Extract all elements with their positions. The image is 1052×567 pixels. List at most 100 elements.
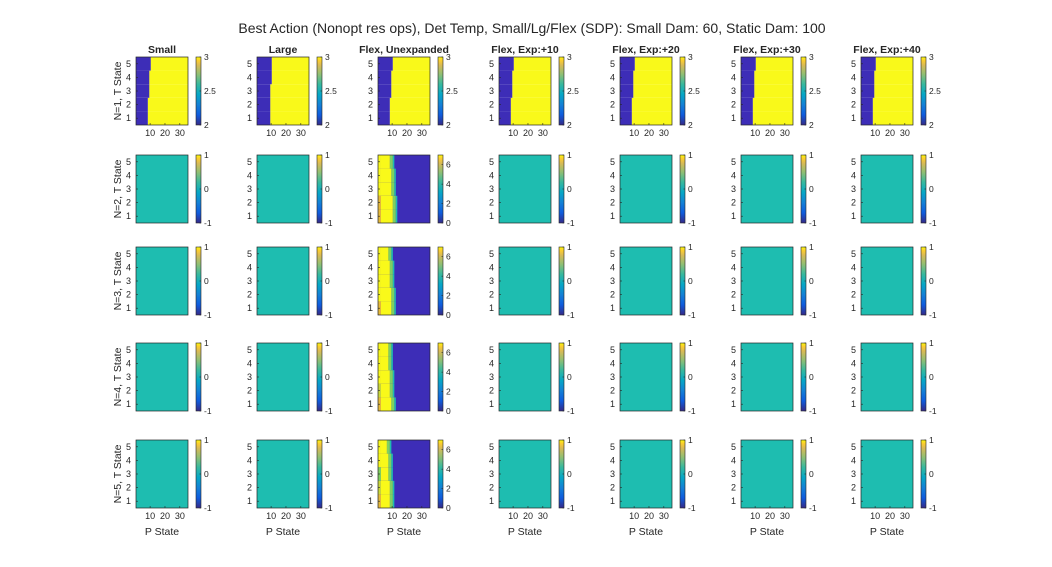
y-tick-label: 2	[851, 483, 856, 493]
y-tick-label: 2	[851, 198, 856, 208]
heatmap-cell-mid-high	[391, 168, 395, 183]
axes-frame	[135, 56, 189, 126]
y-tick-label: 4	[851, 455, 856, 465]
y-tick-label: 1	[247, 399, 252, 409]
heatmap-cell-zero	[741, 440, 793, 508]
column-title: Flex, Exp:+20	[612, 44, 680, 56]
row-label: N=2, T State	[112, 159, 124, 218]
colorbar-tick-label: 1	[929, 435, 934, 445]
colorbar-tick-label: 1	[929, 150, 934, 160]
colorbar-tick-label: 0	[809, 184, 814, 194]
colorbar-tick-label: 2	[446, 120, 451, 130]
heatmap-cell-low	[741, 57, 756, 71]
colorbar	[437, 439, 444, 509]
heatmap-cell-high	[380, 155, 390, 169]
y-tick-label: 4	[126, 262, 131, 272]
heatmap-cell-low	[861, 70, 875, 85]
y-tick-label: 3	[126, 372, 131, 382]
heatmap-cell-mid-high	[389, 155, 393, 169]
colorbar-tick-label: 2.5	[929, 86, 941, 96]
axes-frame	[135, 154, 189, 224]
heatmap-cell-zero	[741, 343, 793, 411]
colorbar-tick-label: 1	[204, 242, 209, 252]
y-tick-label: 1	[368, 303, 373, 313]
y-tick-label: 4	[489, 170, 494, 180]
x-tick-label: 20	[402, 128, 412, 138]
heatmap-cell-mid-high	[389, 494, 393, 508]
x-tick-label: 10	[870, 511, 880, 521]
heatmap-cell-zero	[136, 155, 188, 223]
heatmap-cell-high	[380, 274, 390, 288]
x-tick-label: 20	[885, 128, 895, 138]
y-tick-label: 5	[610, 249, 615, 259]
colorbar-tick-label: -1	[204, 406, 212, 416]
colorbar-tick-label: -1	[929, 218, 937, 228]
heatmap-cell-mid	[392, 155, 395, 169]
axes-frame	[860, 56, 914, 126]
y-tick-label: 5	[247, 442, 252, 452]
column-title: Flex, Unexpanded	[359, 44, 449, 56]
heatmap-cell-mid	[394, 168, 396, 183]
y-tick-label: 2	[489, 386, 494, 396]
y-tick-label: 3	[489, 372, 494, 382]
y-tick-label: 3	[368, 372, 373, 382]
heatmap-cell-zero	[620, 440, 672, 508]
heatmap-cell-mid	[394, 182, 396, 196]
y-tick-label: 1	[851, 211, 856, 221]
x-tick-label: 20	[402, 511, 412, 521]
colorbar-tick-label: 6	[446, 348, 451, 358]
heatmap-cell-high	[754, 70, 793, 85]
figure-title: Best Action (Nonopt res ops), Det Temp, …	[238, 20, 825, 36]
y-tick-label: 1	[731, 496, 736, 506]
colorbar-tick-label: 0	[204, 469, 209, 479]
y-tick-label: 5	[731, 345, 736, 355]
colorbar-tick-label: 1	[688, 242, 693, 252]
y-tick-label: 3	[851, 372, 856, 382]
y-tick-label: 3	[731, 276, 736, 286]
y-tick-label: 3	[489, 469, 494, 479]
heatmap-cell-zero	[257, 343, 309, 411]
y-tick-label: 2	[489, 198, 494, 208]
y-tick-label: 4	[247, 262, 252, 272]
axes-frame	[498, 154, 552, 224]
heatmap-cell-mid-high	[391, 301, 395, 315]
y-tick-label: 5	[126, 157, 131, 167]
y-tick-label: 3	[247, 469, 252, 479]
y-tick-label: 3	[610, 469, 615, 479]
colorbar-tick-label: 1	[809, 435, 814, 445]
heatmap-cell-high	[380, 356, 389, 371]
axes-frame	[619, 342, 673, 412]
x-axis-label: P State	[629, 526, 663, 538]
colorbar-tick-label: 1	[567, 435, 572, 445]
heatmap-cell-high	[380, 467, 389, 481]
heatmap-cell-low	[620, 70, 634, 85]
colorbar-tick-label: 0	[325, 469, 330, 479]
y-tick-label: 5	[489, 345, 494, 355]
heatmap-cell-high	[391, 70, 430, 85]
y-tick-label: 5	[247, 157, 252, 167]
y-tick-label: 1	[489, 303, 494, 313]
x-tick-label: 10	[266, 511, 276, 521]
colorbar-tick-label: 3	[446, 52, 451, 62]
y-tick-label: 3	[126, 469, 131, 479]
y-tick-label: 4	[368, 455, 373, 465]
axes-frame	[619, 154, 673, 224]
y-tick-label: 4	[851, 262, 856, 272]
colorbar-tick-label: 3	[204, 52, 209, 62]
colorbar	[437, 246, 444, 316]
heatmap-cell-low	[257, 70, 272, 85]
heatmap-cell-mid	[392, 480, 395, 495]
y-tick-label: 2	[851, 290, 856, 300]
heatmap-cell-low	[499, 70, 513, 85]
x-tick-label: 20	[281, 128, 291, 138]
y-tick-label: 2	[368, 100, 373, 110]
colorbar-tick-label: 0	[204, 372, 209, 382]
y-tick-label: 2	[610, 386, 615, 396]
heatmap-cell-high	[875, 57, 913, 71]
axes-frame	[256, 439, 310, 509]
x-tick-label: 10	[629, 128, 639, 138]
colorbar-tick-label: 2	[567, 120, 572, 130]
x-tick-label: 20	[765, 128, 775, 138]
y-tick-label: 4	[126, 72, 131, 82]
